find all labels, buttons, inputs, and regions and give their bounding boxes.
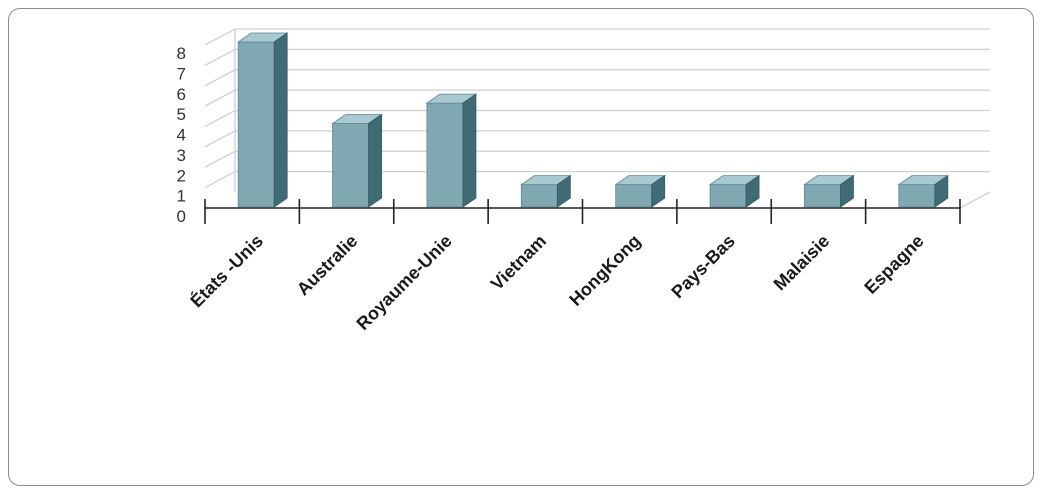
floor-edge: [959, 191, 991, 209]
y-tick-label: 5: [177, 105, 186, 124]
gridline: [204, 170, 990, 189]
bar: [425, 93, 478, 208]
x-category-label: Espagne: [860, 231, 927, 298]
bar: [897, 174, 950, 208]
bar: [803, 174, 855, 208]
gridline: [204, 150, 990, 168]
x-category-label: Australie: [293, 231, 362, 300]
y-tick-label: 3: [177, 146, 186, 165]
x-category-label: Pays-Bas: [667, 231, 738, 302]
gridline: [204, 109, 990, 128]
x-category-label: Royaume-Unie: [353, 231, 456, 334]
y-tick-label: 8: [177, 44, 186, 63]
y-tick-label: 4: [177, 126, 186, 145]
x-category-label: États -Unis: [186, 230, 267, 311]
bar: [520, 174, 572, 208]
y-tick-label: 2: [177, 166, 186, 185]
gridline: [204, 130, 990, 148]
y-tick-label: 1: [177, 187, 186, 206]
bar: [708, 174, 761, 208]
bar: [614, 174, 666, 208]
x-category-label: Malaisie: [770, 231, 834, 295]
y-tick-label: 6: [177, 85, 186, 104]
x-axis: [204, 199, 961, 224]
chart-frame: [8, 8, 1034, 486]
bar: [331, 113, 383, 208]
y-tick-label: 7: [177, 64, 186, 83]
gridline: [204, 69, 990, 87]
x-category-label: Vietnam: [487, 231, 550, 294]
gridline: [204, 89, 990, 107]
y-tick-label: 0: [177, 207, 186, 226]
gridline: [204, 28, 990, 46]
x-category-label: HongKong: [565, 231, 644, 310]
y-axis-ticks: 01 234 56 78: [177, 44, 186, 226]
grid: [204, 28, 991, 209]
gridline: [204, 48, 990, 66]
bars: [236, 32, 950, 208]
bar: [236, 32, 289, 208]
